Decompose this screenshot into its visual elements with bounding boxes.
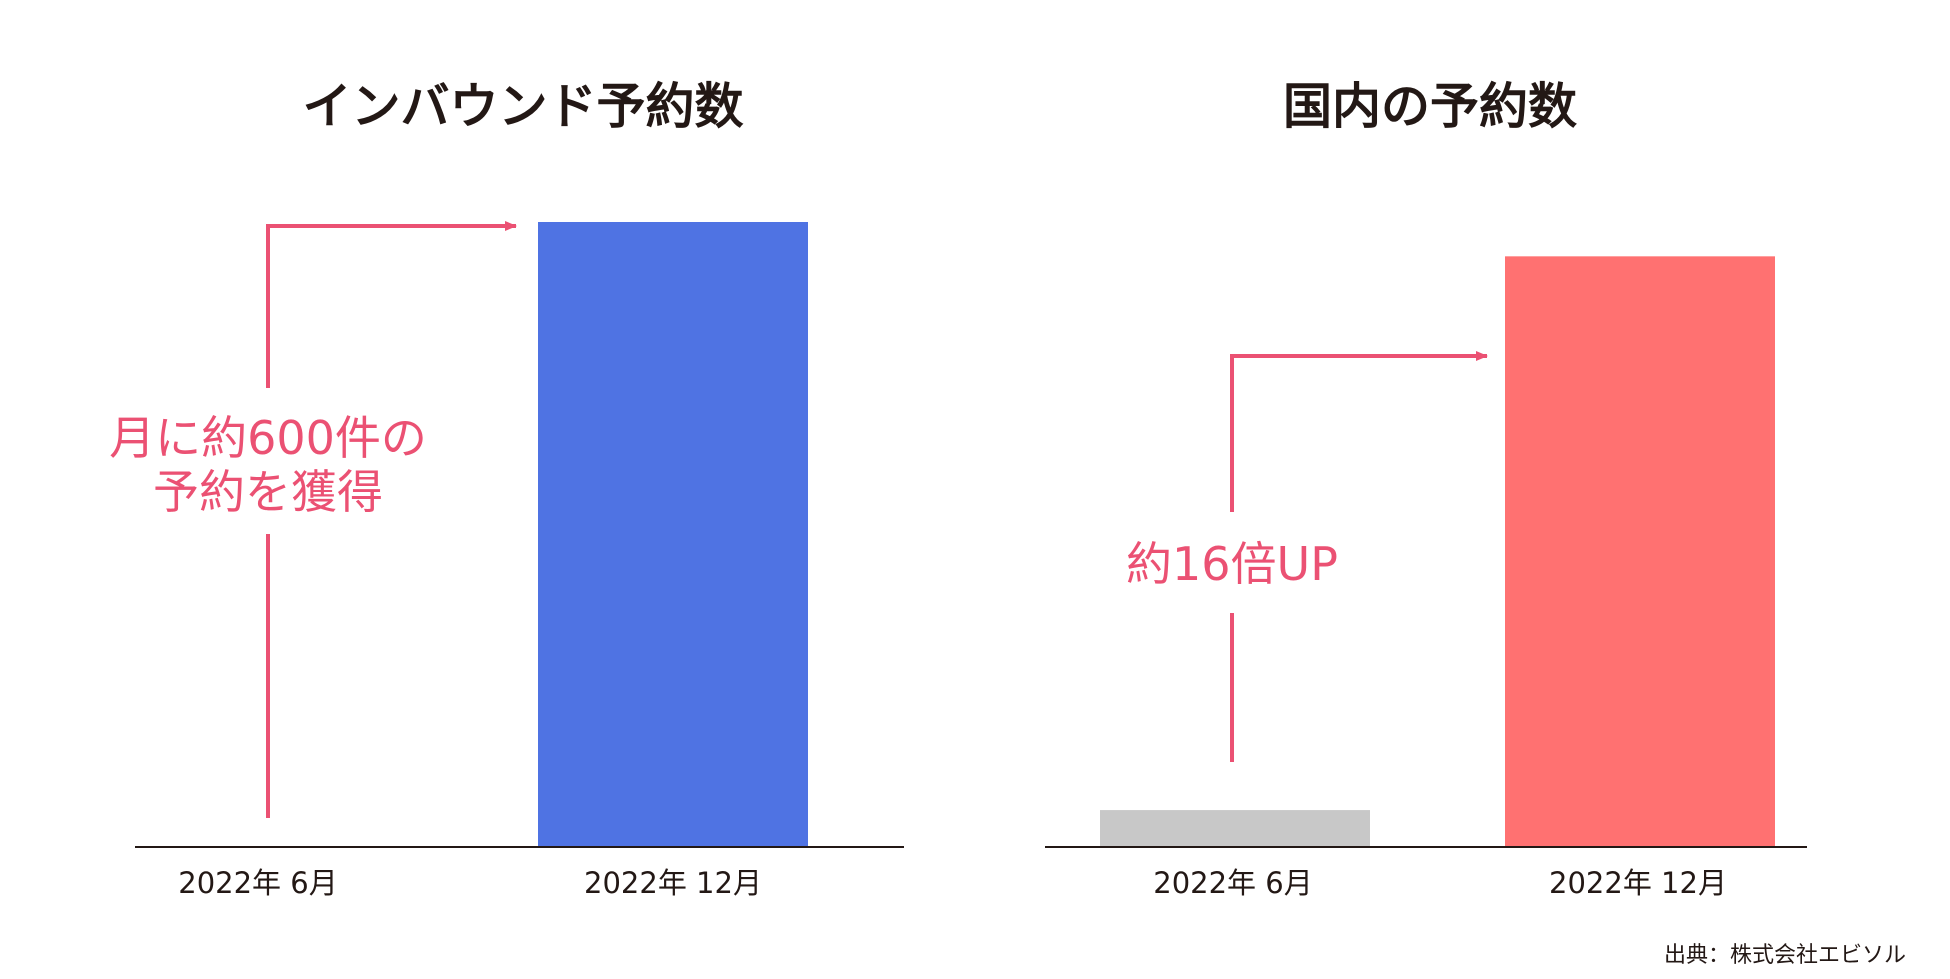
x-tick-label: 2022年 6月 <box>1153 866 1312 900</box>
inbound-bookings-chart: インバウンド予約数 2022年 6月 2022年 12月 月に約600件の 予約… <box>109 78 904 900</box>
annotation-label: 月に約600件の <box>109 411 427 465</box>
source-note: 出典：株式会社エビソル <box>1664 943 1906 968</box>
annotation-label: 予約を獲得 <box>153 465 383 519</box>
domestic-bookings-chart: 国内の予約数 2022年 6月 2022年 12月 約16倍UP <box>1045 78 1807 900</box>
x-tick-label: 2022年 12月 <box>1549 866 1727 900</box>
growth-arrow <box>266 226 516 818</box>
chart-title: インバウンド予約数 <box>302 78 743 135</box>
x-tick-label: 2022年 6月 <box>178 866 337 900</box>
chart-title: 国内の予約数 <box>1283 78 1577 135</box>
annotation-label: 約16倍UP <box>1126 537 1338 591</box>
growth-arrow <box>1230 356 1487 762</box>
bar <box>1505 256 1775 848</box>
bar <box>1100 810 1370 847</box>
x-tick-label: 2022年 12月 <box>584 866 762 900</box>
bar <box>538 222 808 847</box>
bar-group <box>1100 256 1775 848</box>
bar-group <box>538 222 808 847</box>
